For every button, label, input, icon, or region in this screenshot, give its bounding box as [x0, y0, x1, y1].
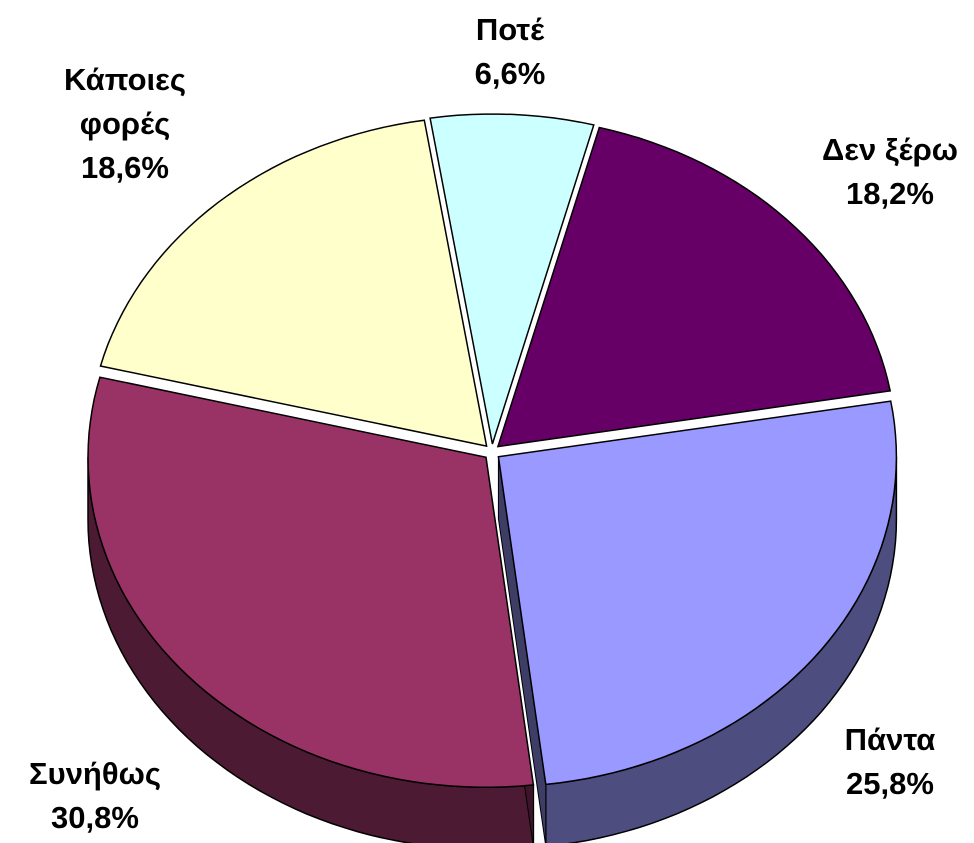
category-label: Ποτέ — [475, 12, 545, 47]
data-label: Συνήθως 30,8% — [0, 752, 195, 840]
slice — [99, 119, 488, 448]
slice — [429, 113, 595, 445]
value-label: 30,8% — [51, 800, 139, 835]
slice — [87, 376, 535, 788]
category-label: Κάποιες φορές — [64, 62, 186, 141]
slice — [496, 126, 892, 448]
data-label: Πάντα 25,8% — [810, 718, 970, 806]
category-label: Πάντα — [844, 722, 936, 757]
value-label: 6,6% — [474, 56, 546, 91]
value-label: 18,6% — [81, 150, 169, 185]
data-label: Κάποιες φορές 18,6% — [15, 58, 235, 190]
data-label: Δεν ξέρω 18,2% — [790, 128, 974, 216]
slice — [497, 400, 898, 786]
category-label: Δεν ξέρω — [821, 132, 958, 167]
category-label: Συνήθως — [29, 756, 161, 791]
value-label: 18,2% — [846, 176, 934, 211]
value-label: 25,8% — [846, 766, 934, 801]
data-label: Ποτέ 6,6% — [430, 8, 590, 96]
